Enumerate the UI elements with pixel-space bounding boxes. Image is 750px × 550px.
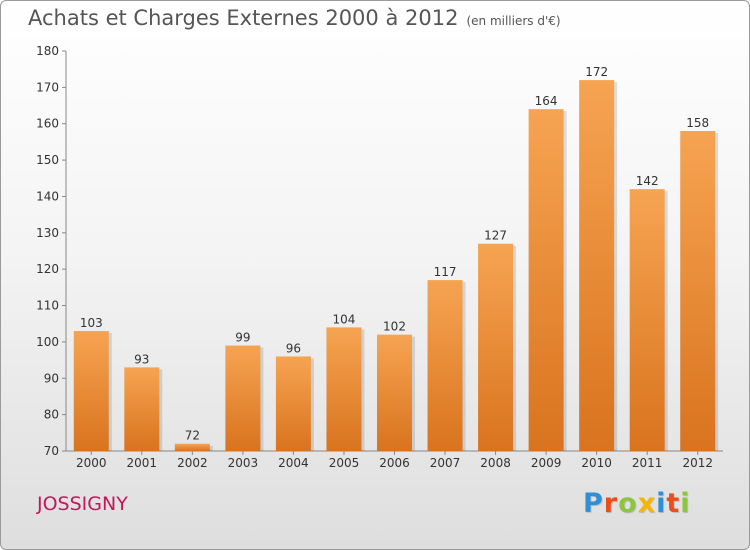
x-tick-label: 2012 [682, 456, 713, 470]
x-tick-label: 2009 [531, 456, 562, 470]
chart-unit: (en milliers d'€) [466, 14, 561, 28]
y-tick-label: 180 [36, 44, 59, 58]
x-tick-label: 2001 [127, 456, 158, 470]
x-tick-label: 2010 [581, 456, 612, 470]
y-tick-label: 150 [36, 153, 59, 167]
bar[interactable] [427, 280, 463, 451]
bar-value-label: 72 [185, 429, 200, 443]
bar[interactable] [579, 80, 615, 451]
bar[interactable] [680, 131, 716, 451]
logo-letter: o [618, 488, 638, 519]
bar-value-label: 104 [333, 312, 356, 326]
bar[interactable] [528, 109, 564, 451]
y-tick-label: 80 [44, 408, 59, 422]
y-tick-label: 70 [44, 444, 59, 458]
x-tick-label: 2006 [379, 456, 410, 470]
bar[interactable] [124, 367, 160, 451]
x-tick-label: 2003 [228, 456, 259, 470]
bar-value-label: 142 [636, 174, 659, 188]
bar-value-label: 93 [134, 352, 149, 366]
bar-value-label: 158 [686, 116, 709, 130]
x-tick-label: 2007 [430, 456, 461, 470]
y-tick-label: 90 [44, 371, 59, 385]
x-tick-label: 2004 [278, 456, 309, 470]
x-tick-label: 2008 [480, 456, 511, 470]
proxiti-logo[interactable]: Proxiti [583, 488, 691, 519]
bar[interactable] [478, 243, 514, 451]
bar[interactable] [73, 331, 109, 451]
bar[interactable] [326, 327, 362, 451]
bar-value-label: 99 [235, 331, 250, 345]
commune-name: JOSSIGNY [37, 493, 128, 515]
bar[interactable] [275, 356, 311, 451]
chart-title: Achats et Charges Externes 2000 à 2012 (e… [28, 6, 561, 30]
logo-letter: i [656, 488, 667, 519]
bar-value-label: 102 [383, 320, 406, 334]
bar-value-label: 164 [535, 94, 558, 108]
x-tick-label: 2002 [177, 456, 208, 470]
logo-letter: i [680, 488, 691, 519]
bar-value-label: 127 [484, 229, 507, 243]
bar-value-label: 103 [80, 316, 103, 330]
logo-letter: r [603, 488, 619, 519]
bar[interactable] [377, 334, 412, 451]
chart-title-text: Achats et Charges Externes 2000 à 2012 [28, 6, 459, 30]
y-tick-label: 170 [36, 80, 59, 94]
y-tick-label: 100 [36, 335, 59, 349]
y-tick-label: 120 [36, 262, 59, 276]
logo-letter: P [583, 488, 604, 519]
x-tick-label: 2000 [76, 456, 107, 470]
y-tick-label: 130 [36, 226, 59, 240]
bar[interactable] [225, 345, 261, 451]
bar[interactable] [174, 443, 210, 451]
y-tick-label: 140 [36, 189, 59, 203]
bar-value-label: 96 [286, 341, 301, 355]
y-tick-label: 160 [36, 117, 59, 131]
x-tick-label: 2011 [632, 456, 663, 470]
logo-letter: x [637, 488, 657, 519]
bar-value-label: 172 [585, 65, 608, 79]
bar-value-label: 117 [434, 265, 457, 279]
logo-letter: t [666, 488, 681, 519]
x-tick-label: 2005 [329, 456, 360, 470]
y-tick-label: 110 [36, 299, 59, 313]
bar[interactable] [629, 189, 665, 451]
